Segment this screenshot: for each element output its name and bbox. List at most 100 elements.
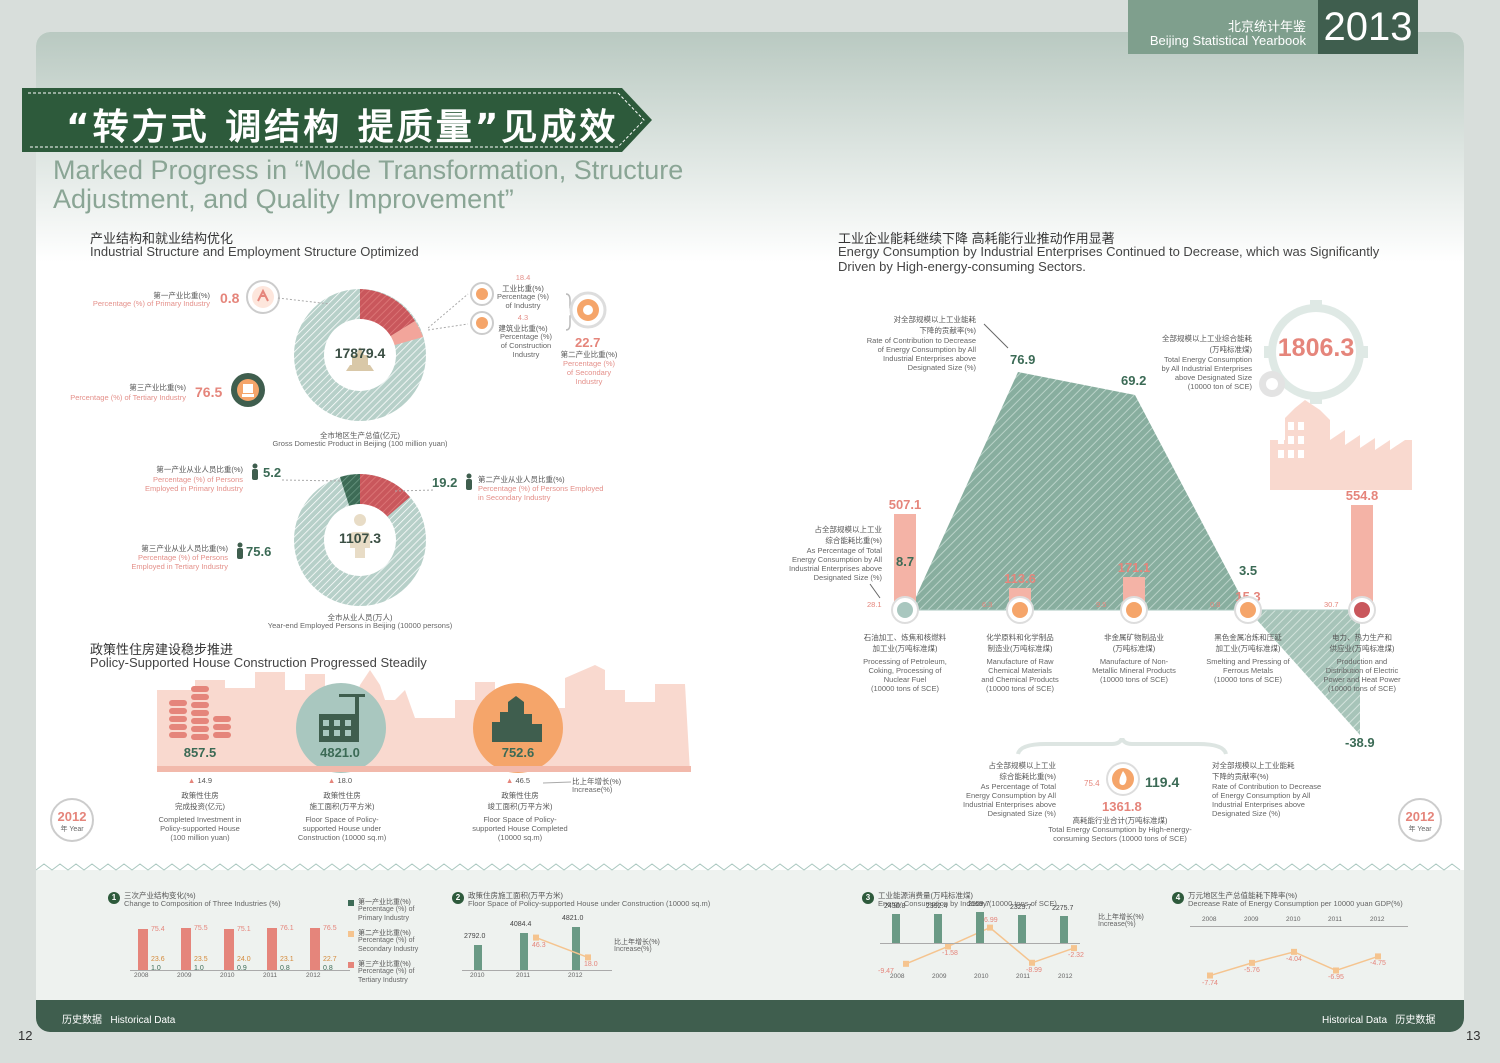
sector-label-en: Processing of Petroleum, — [863, 657, 947, 666]
sector-icon — [891, 596, 919, 624]
sector-contrib-value: 8.7 — [896, 554, 915, 569]
contrib-leader — [983, 323, 1009, 349]
housing-completed-growth: ▲ 46.5 — [505, 776, 531, 785]
chart-title-en: Change to Composition of Three Industrie… — [124, 899, 281, 908]
legend-en: Percentage (%) of — [358, 906, 415, 913]
energy-peak1: 76.9 — [1010, 352, 1036, 367]
energy-total-label: 全部规模以上工业综合能耗 (万吨标准煤) Total Energy Consump… — [1161, 334, 1252, 391]
gdp-total-value: 17879.4 — [334, 345, 386, 361]
employ-primary-en2: Employed in Primary Industry — [145, 484, 243, 493]
employ-secondary-leader — [395, 489, 435, 492]
bar-floor-space — [572, 926, 580, 970]
sector-bar — [1351, 504, 1373, 610]
bar-tertiary — [224, 928, 234, 970]
growth-value: -9.47 — [878, 967, 894, 975]
gdp-secondary-en3: Industry — [575, 377, 603, 386]
energy-peak2: 69.2 — [1121, 373, 1147, 388]
x-tick: 2012 — [306, 972, 321, 979]
bar-value: 2559.7 — [968, 901, 990, 909]
sector-label-en: Chemical Materials — [988, 666, 1052, 675]
housing-construction-label: 政策性住房 施工面积(万平方米) Floor Space of Policy-su… — [297, 791, 387, 842]
bar-value: 2430.8 — [884, 902, 906, 910]
sector-label: 化学原料和化学制品 制造业(万吨标准煤) Manufacture of Raw Che… — [968, 632, 1072, 693]
footer-left: 历史数据 Historical Data — [62, 1015, 176, 1026]
label-tertiary: 75.5 — [194, 925, 208, 933]
housing-completed-label: 政策性住房 竣工面积(万平方米) Floor Space of Policy-su… — [472, 791, 568, 842]
sector-icon-dot — [1126, 602, 1142, 618]
high-total-value: 1361.8 — [1102, 799, 1142, 814]
x-tick: 2012 — [1058, 973, 1073, 980]
label-secondary: 23.6 — [151, 956, 165, 963]
gdp-construction-en3: Industry — [512, 350, 540, 359]
high-share-value: 75.4 — [1084, 779, 1100, 788]
bar-energy — [1060, 915, 1068, 943]
bar-tertiary — [310, 927, 320, 970]
sector-label-cn: 电力、热力生产和 — [1332, 633, 1392, 642]
gdp-construction-en1: Percentage (%) — [499, 332, 553, 341]
title-banner — [22, 88, 652, 152]
x-tick: 2010 — [470, 972, 485, 979]
bar-value: 4084.4 — [510, 921, 532, 929]
bar-floor-space — [474, 944, 482, 970]
yearbook-title-en: Beijing Statistical Yearbook — [1149, 33, 1306, 48]
share-label: 占全部规模以上工业 综合能耗比重(%) As Percentage of Tota… — [789, 525, 882, 582]
x-tick: 2011 — [516, 972, 530, 979]
x-tick: 2010 — [220, 972, 235, 979]
employment-total-en: Year-end Employed Persons in Beijing (10… — [267, 621, 453, 630]
employ-tertiary-cn: 第三产业从业人员比重(%) — [141, 544, 228, 553]
label-tertiary: 76.5 — [323, 924, 337, 932]
x-tick: 2012 — [1370, 916, 1385, 923]
sector-label: 非金属矿物制品业 (万吨标准煤) Manufacture of Non- Metall… — [1082, 632, 1186, 684]
gdp-primary-cn: 第一产业比重(%) — [153, 291, 210, 300]
gdp-secondary-value: 22.7 — [575, 335, 601, 350]
gdp-primary-en: Percentage (%) of Primary Industry — [92, 299, 210, 308]
high-share-label: 占全部规模以上工业 综合能耗比重(%) As Percentage of Tota… — [963, 761, 1056, 818]
chart-title-cn: 政策住房施工面积(万平方米) — [468, 891, 563, 900]
employ-tertiary-en1: Percentage (%) of Persons — [137, 553, 228, 562]
label-primary: 1.0 — [151, 965, 161, 972]
x-tick: 2011 — [1016, 973, 1030, 980]
sector-label-en: (10000 tons of SCE) — [1100, 675, 1168, 684]
sector-consumption-value: 171.1 — [1117, 560, 1151, 576]
x-axis — [880, 943, 1080, 944]
sector-label-en: Manufacture of Non- — [1099, 657, 1169, 666]
label-primary: 0.8 — [323, 965, 333, 972]
housing-under-construction-value: 4821.0 — [320, 745, 360, 760]
gdp-secondary-cn: 第二产业比重(%) — [560, 350, 618, 359]
gear-icon — [565, 291, 607, 331]
legend-swatch — [348, 962, 354, 968]
person-icon — [252, 463, 258, 480]
bar-energy — [934, 914, 942, 943]
sector-label-cn: 加工业(万吨标准煤) — [1215, 644, 1281, 653]
legend-en: Secondary Industry — [358, 946, 419, 953]
bar-value: 2792.0 — [464, 932, 486, 940]
housing-completed-value: 752.6 — [501, 745, 535, 760]
chart-number-badge: 2 — [452, 892, 464, 904]
bar-tertiary — [181, 928, 191, 970]
x-axis — [130, 970, 350, 971]
gdp-industry-en1: Percentage (%) — [496, 292, 550, 301]
growth-value: -1.58 — [942, 950, 958, 958]
sector-label-en: (10000 tons of SCE) — [871, 684, 939, 693]
bar-value: 2275.7 — [1052, 904, 1074, 912]
x-tick: 2011 — [263, 972, 277, 979]
sector-label-en: Coking, Processing of — [868, 666, 942, 675]
building-crane-icon — [296, 683, 386, 773]
chart-number-badge: 1 — [108, 892, 120, 904]
line-value: -7.74 — [1202, 979, 1218, 987]
gdp-primary-value: 0.8 — [220, 290, 240, 306]
sector-label-cn: (万吨标准煤) — [1112, 644, 1156, 653]
share-leader — [869, 583, 881, 599]
legend-en: Percentage (%) of — [358, 968, 415, 975]
housing-investment-label: 政策性住房 完成投资(亿元) Completed Investment in Pol… — [158, 791, 242, 842]
sector-label-en: Smelting and Pressing of — [1206, 657, 1290, 666]
employ-primary-en1: Percentage (%) of Persons — [152, 475, 243, 484]
sector-share-value: 6.3 — [982, 600, 993, 609]
x-tick: 2012 — [568, 972, 583, 979]
x-axis — [462, 970, 612, 971]
bar-energy — [892, 913, 900, 943]
sector-label-en: Ferrous Metals — [1222, 666, 1273, 675]
label-primary: 1.0 — [194, 965, 204, 972]
employ-secondary-value: 19.2 — [432, 475, 458, 490]
legend-cn: 比上年增长(%) — [1098, 914, 1144, 921]
